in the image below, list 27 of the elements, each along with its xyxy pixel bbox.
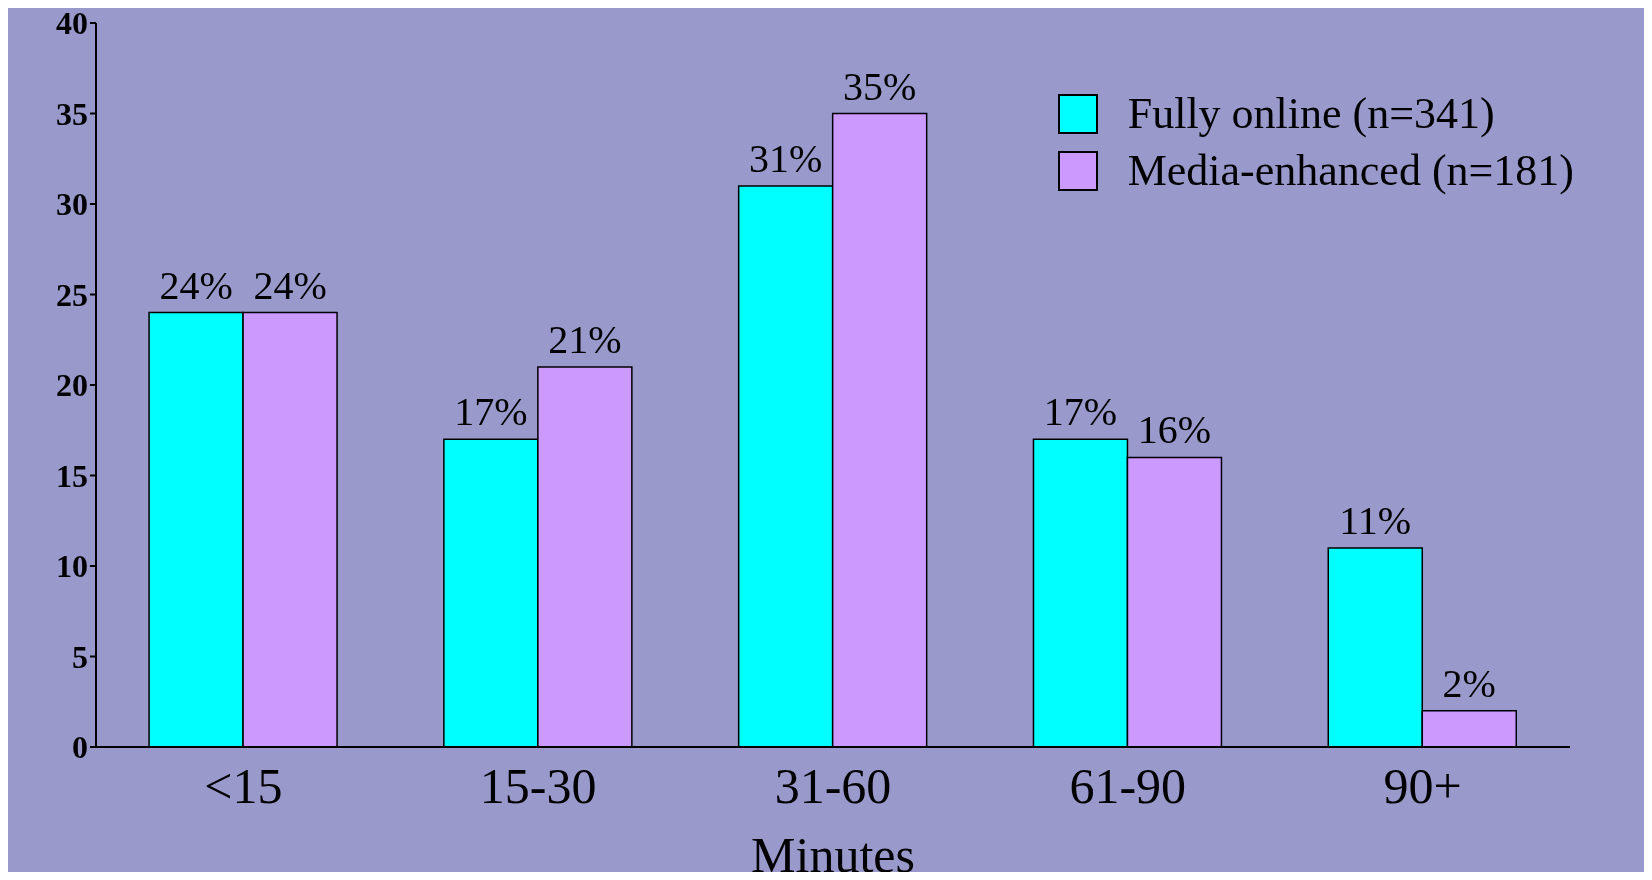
x-tick-label: 31-60	[774, 757, 892, 814]
y-tick-label: 0	[72, 729, 88, 766]
y-tick-label: 15	[56, 457, 88, 494]
data-label: 2%	[1442, 660, 1496, 706]
y-tick-label: 10	[56, 548, 88, 585]
data-label: 17%	[454, 389, 528, 435]
x-axis-title: Minutes	[751, 827, 915, 880]
data-label: 11%	[1339, 497, 1412, 543]
data-label: 24%	[159, 262, 233, 308]
data-label: 35%	[843, 63, 917, 109]
x-tick-label: <15	[204, 757, 283, 814]
legend-label: Media-enhanced (n=181)	[1127, 145, 1574, 196]
y-tick-label: 40	[56, 5, 88, 42]
y-tick-label: 30	[56, 186, 88, 223]
y-tick-label: 35	[56, 95, 88, 132]
data-label: 21%	[548, 316, 622, 362]
data-label: 24%	[253, 262, 327, 308]
data-label: 16%	[1137, 407, 1212, 453]
y-tick-label: 5	[72, 638, 88, 675]
x-tick-label: 61-90	[1069, 757, 1187, 814]
data-label: 31%	[749, 135, 823, 181]
y-tick-label: 20	[56, 367, 88, 404]
x-tick-label: 90+	[1383, 757, 1462, 814]
legend-label: Fully online (n=341)	[1127, 88, 1495, 139]
x-tick-label: 15-30	[479, 757, 597, 814]
data-label: 17%	[1043, 389, 1118, 435]
y-tick-label: 25	[56, 276, 88, 313]
